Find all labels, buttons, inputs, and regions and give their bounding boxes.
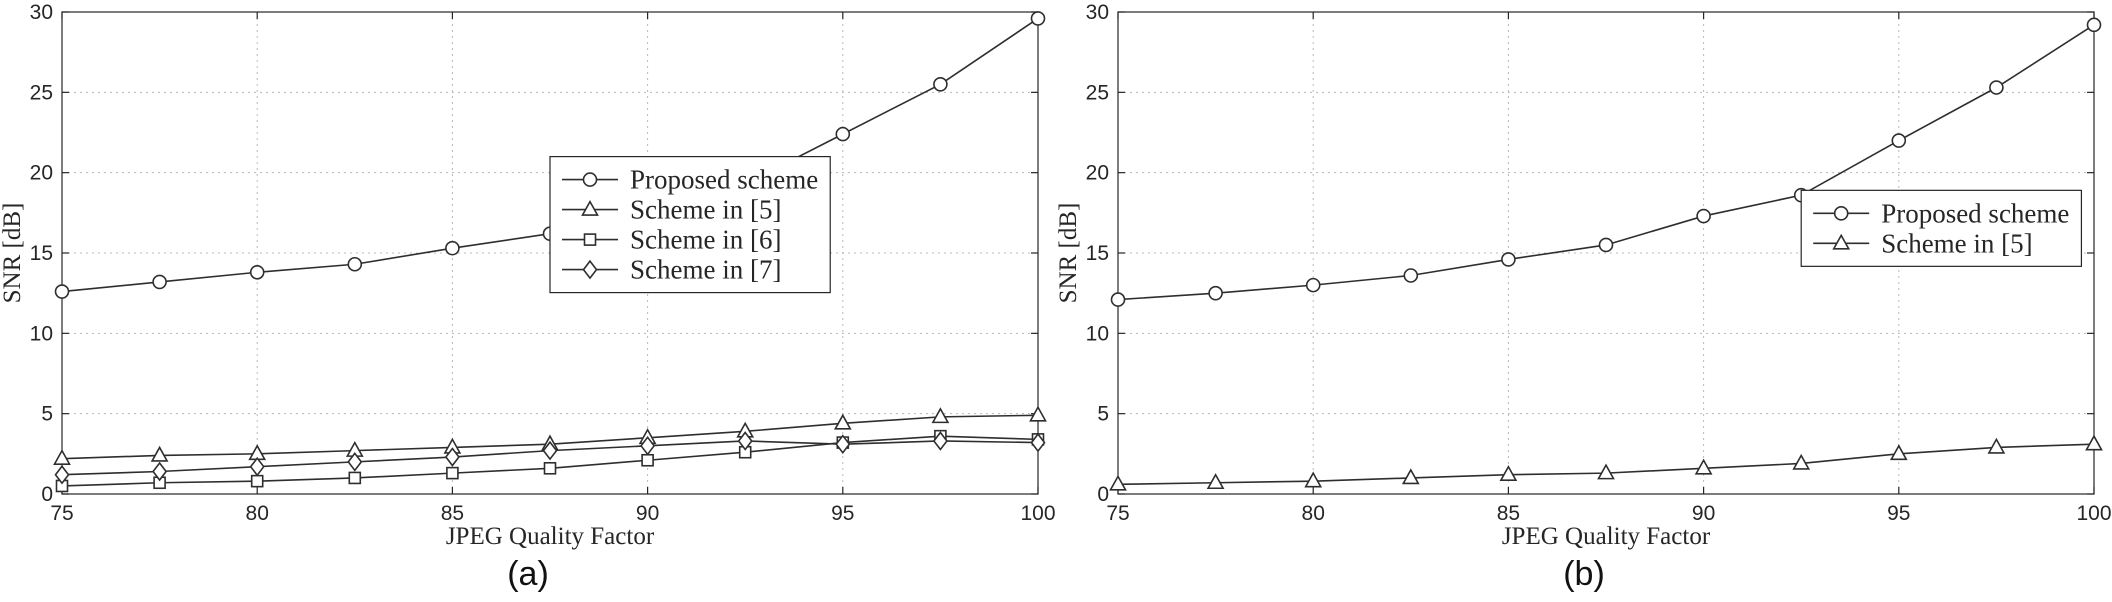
legend-label: Proposed scheme — [630, 165, 818, 195]
svg-text:95: 95 — [1887, 502, 1910, 525]
caption-b: (b) — [1563, 555, 1605, 593]
legend-label: Scheme in [6] — [630, 225, 781, 255]
legend-label: Proposed scheme — [1881, 198, 2069, 228]
x-axis-label: JPEG Quality Factor — [1502, 523, 1711, 550]
svg-text:95: 95 — [831, 502, 854, 525]
svg-text:100: 100 — [2076, 502, 2111, 525]
svg-text:10: 10 — [1086, 322, 1109, 345]
svg-text:80: 80 — [1302, 502, 1325, 525]
svg-text:75: 75 — [50, 502, 73, 525]
svg-text:90: 90 — [636, 502, 659, 525]
legend-label: Scheme in [7] — [630, 255, 781, 285]
legend-label: Scheme in [5] — [1881, 228, 2032, 258]
chart-panel-a: 75 80 85 90 95 100 0 5 10 15 20 25 30 JPEG Quality Fa… — [0, 0, 1056, 593]
svg-text:85: 85 — [441, 502, 464, 525]
legend-label: Scheme in [5] — [630, 195, 781, 225]
svg-text:5: 5 — [41, 403, 53, 426]
svg-text:30: 30 — [30, 1, 53, 24]
series-1 — [1109, 434, 2103, 491]
chart-panel-b: 75 80 85 90 95 100 0 5 10 15 20 25 30 JPEG Quality Fa… — [1056, 0, 2112, 602]
chart-b-plot: 75 80 85 90 95 100 0 5 10 15 20 25 30 JPEG Quality Fa… — [1056, 0, 2112, 552]
svg-text:0: 0 — [41, 483, 53, 506]
svg-text:20: 20 — [1086, 162, 1109, 185]
svg-text:15: 15 — [30, 242, 53, 265]
svg-text:10: 10 — [30, 322, 53, 345]
svg-text:100: 100 — [1020, 502, 1055, 525]
svg-text:0: 0 — [1097, 483, 1109, 506]
tick-marks — [1117, 11, 2095, 495]
svg-text:75: 75 — [1106, 502, 1129, 525]
svg-text:15: 15 — [1086, 242, 1109, 265]
tick-labels: 75 80 85 90 95 100 0 5 10 15 20 25 30 — [1086, 1, 2112, 525]
y-axis-label: SNR [dB] — [1056, 203, 1082, 304]
svg-text:90: 90 — [1692, 502, 1715, 525]
y-axis-label: SNR [dB] — [0, 203, 26, 304]
svg-text:80: 80 — [246, 502, 269, 525]
series-3 — [54, 431, 1046, 485]
tick-labels: 75 80 85 90 95 100 0 5 10 15 20 25 30 — [30, 1, 1056, 525]
svg-text:85: 85 — [1497, 502, 1520, 525]
x-axis-label: JPEG Quality Factor — [446, 523, 655, 550]
svg-text:5: 5 — [1097, 403, 1109, 426]
svg-text:30: 30 — [1086, 1, 1109, 24]
svg-text:20: 20 — [30, 162, 53, 185]
chart-a-plot: 75 80 85 90 95 100 0 5 10 15 20 25 30 JPEG Quality Fa… — [0, 0, 1056, 552]
legend-box — [1800, 189, 2083, 267]
caption-a: (a) — [507, 555, 549, 593]
svg-text:25: 25 — [30, 81, 53, 104]
svg-text:25: 25 — [1086, 81, 1109, 104]
